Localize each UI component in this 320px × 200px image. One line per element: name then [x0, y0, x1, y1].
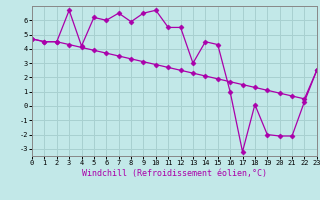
- X-axis label: Windchill (Refroidissement éolien,°C): Windchill (Refroidissement éolien,°C): [82, 169, 267, 178]
